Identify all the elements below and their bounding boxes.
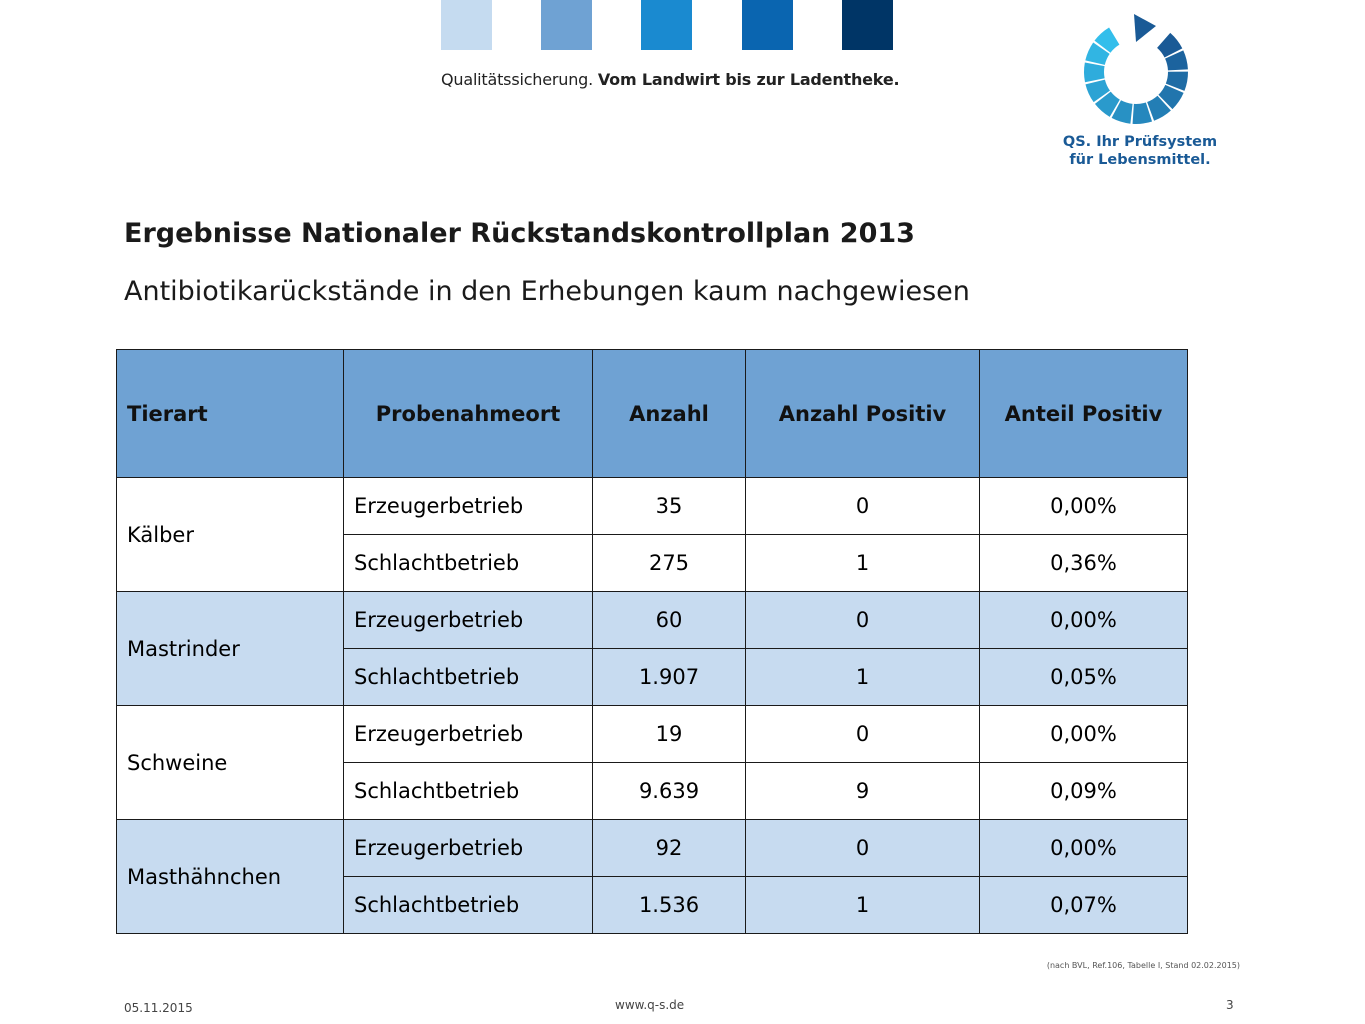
positive-cell: 1	[745, 534, 980, 592]
table-row: Schlachtbetrieb 1.536 1 0,07%	[117, 876, 1188, 934]
logo-ring-segment	[1085, 79, 1110, 103]
positive-cell: 1	[745, 648, 980, 706]
page-subtitle: Antibiotikarückstände in den Erhebungen …	[124, 276, 970, 307]
animal-cell: Schweine	[116, 705, 344, 820]
color-square	[441, 0, 492, 50]
logo-line-2: für Lebensmittel.	[1069, 152, 1211, 168]
logo-ring-segment	[1147, 95, 1171, 121]
page-number: 3	[1226, 998, 1234, 1012]
animal-cell: Mastrinder	[116, 591, 344, 706]
table-row: Schlachtbetrieb 1.907 1 0,05%	[117, 648, 1188, 706]
page-title: Ergebnisse Nationaler Rückstandskontroll…	[124, 218, 915, 249]
share-cell: 0,00%	[979, 591, 1188, 649]
logo-line-1: QS. Ihr Prüfsystem	[1062, 134, 1218, 150]
positive-cell: 0	[745, 591, 980, 649]
tagline: Qualitätssicherung. Vom Landwirt bis zur…	[441, 70, 901, 89]
animal-cell: Masthähnchen	[116, 819, 344, 934]
table-header-row: Tierart Probenahmeort Anzahl Anzahl Posi…	[116, 349, 1188, 478]
location-cell: Erzeugerbetrieb	[343, 819, 593, 877]
logo-ring-segment	[1132, 102, 1153, 124]
share-cell: 0,05%	[979, 648, 1188, 706]
location-cell: Schlachtbetrieb	[343, 648, 593, 706]
positive-cell: 1	[745, 876, 980, 934]
column-header-tierart: Tierart	[116, 349, 344, 478]
footer-url[interactable]: www.q-s.de	[615, 998, 685, 1012]
logo-ring-segment	[1094, 91, 1120, 117]
location-cell: Erzeugerbetrieb	[343, 705, 593, 763]
count-cell: 92	[592, 819, 746, 877]
logo-ring-segment	[1085, 42, 1110, 65]
location-cell: Erzeugerbetrieb	[343, 591, 593, 649]
count-cell: 1.907	[592, 648, 746, 706]
color-square	[742, 0, 793, 50]
logo-ring-segment	[1158, 84, 1184, 110]
location-cell: Schlachtbetrieb	[343, 876, 593, 934]
table-row: Mastrinder Erzeugerbetrieb 60 0 0,00%	[116, 591, 1188, 706]
color-square	[641, 0, 692, 50]
logo-ring-segment	[1111, 100, 1133, 124]
logo-ring-segment	[1157, 32, 1183, 58]
count-cell: 9.639	[592, 762, 746, 820]
positive-cell: 0	[745, 819, 980, 877]
count-cell: 275	[592, 534, 746, 592]
qs-arrow-circle-icon	[1084, 14, 1188, 124]
location-cell: Schlachtbetrieb	[343, 534, 593, 592]
column-header-probenahmeort: Probenahmeort	[343, 349, 593, 478]
table-row: Schweine Erzeugerbetrieb 19 0 0,00%	[116, 705, 1188, 820]
share-cell: 0,00%	[979, 477, 1188, 535]
column-header-anzahl-positiv: Anzahl Positiv	[745, 349, 980, 478]
count-cell: 19	[592, 705, 746, 763]
location-cell: Erzeugerbetrieb	[343, 477, 593, 535]
share-cell: 0,00%	[979, 705, 1188, 763]
share-cell: 0,07%	[979, 876, 1188, 934]
logo-ring-segment	[1094, 27, 1120, 53]
tagline-bold: Vom Landwirt bis zur Ladentheke.	[597, 70, 900, 89]
tagline-regular: Qualitätssicherung.	[441, 70, 593, 89]
positive-cell: 9	[745, 762, 980, 820]
share-cell: 0,09%	[979, 762, 1188, 820]
source-note: (nach BVL, Ref.106, Tabelle I, Stand 02.…	[1046, 961, 1240, 970]
positive-cell: 0	[745, 705, 980, 763]
count-cell: 1.536	[592, 876, 746, 934]
footer-date: 05.11.2015	[124, 1001, 193, 1015]
column-header-anzahl: Anzahl	[592, 349, 746, 478]
animal-cell: Kälber	[116, 477, 344, 592]
location-cell: Schlachtbetrieb	[343, 762, 593, 820]
color-square	[541, 0, 592, 50]
positive-cell: 0	[745, 477, 980, 535]
table-row: Kälber Erzeugerbetrieb 35 0 0,00%	[116, 477, 1188, 592]
color-square	[842, 0, 893, 50]
table-row: Masthähnchen Erzeugerbetrieb 92 0 0,00%	[116, 819, 1188, 934]
logo-ring-segment	[1084, 62, 1105, 83]
share-cell: 0,00%	[979, 819, 1188, 877]
results-table: Tierart Probenahmeort Anzahl Anzahl Posi…	[116, 349, 1188, 934]
logo-ring-segment	[1165, 50, 1188, 71]
column-header-anteil-positiv: Anteil Positiv	[979, 349, 1188, 478]
logo-text: QS. Ihr Prüfsystem für Lebensmittel.	[1040, 133, 1240, 169]
share-cell: 0,36%	[979, 534, 1188, 592]
count-cell: 35	[592, 477, 746, 535]
count-cell: 60	[592, 591, 746, 649]
logo-ring-segment	[1165, 71, 1188, 91]
table-row: Schlachtbetrieb 9.639 9 0,09%	[117, 762, 1188, 820]
